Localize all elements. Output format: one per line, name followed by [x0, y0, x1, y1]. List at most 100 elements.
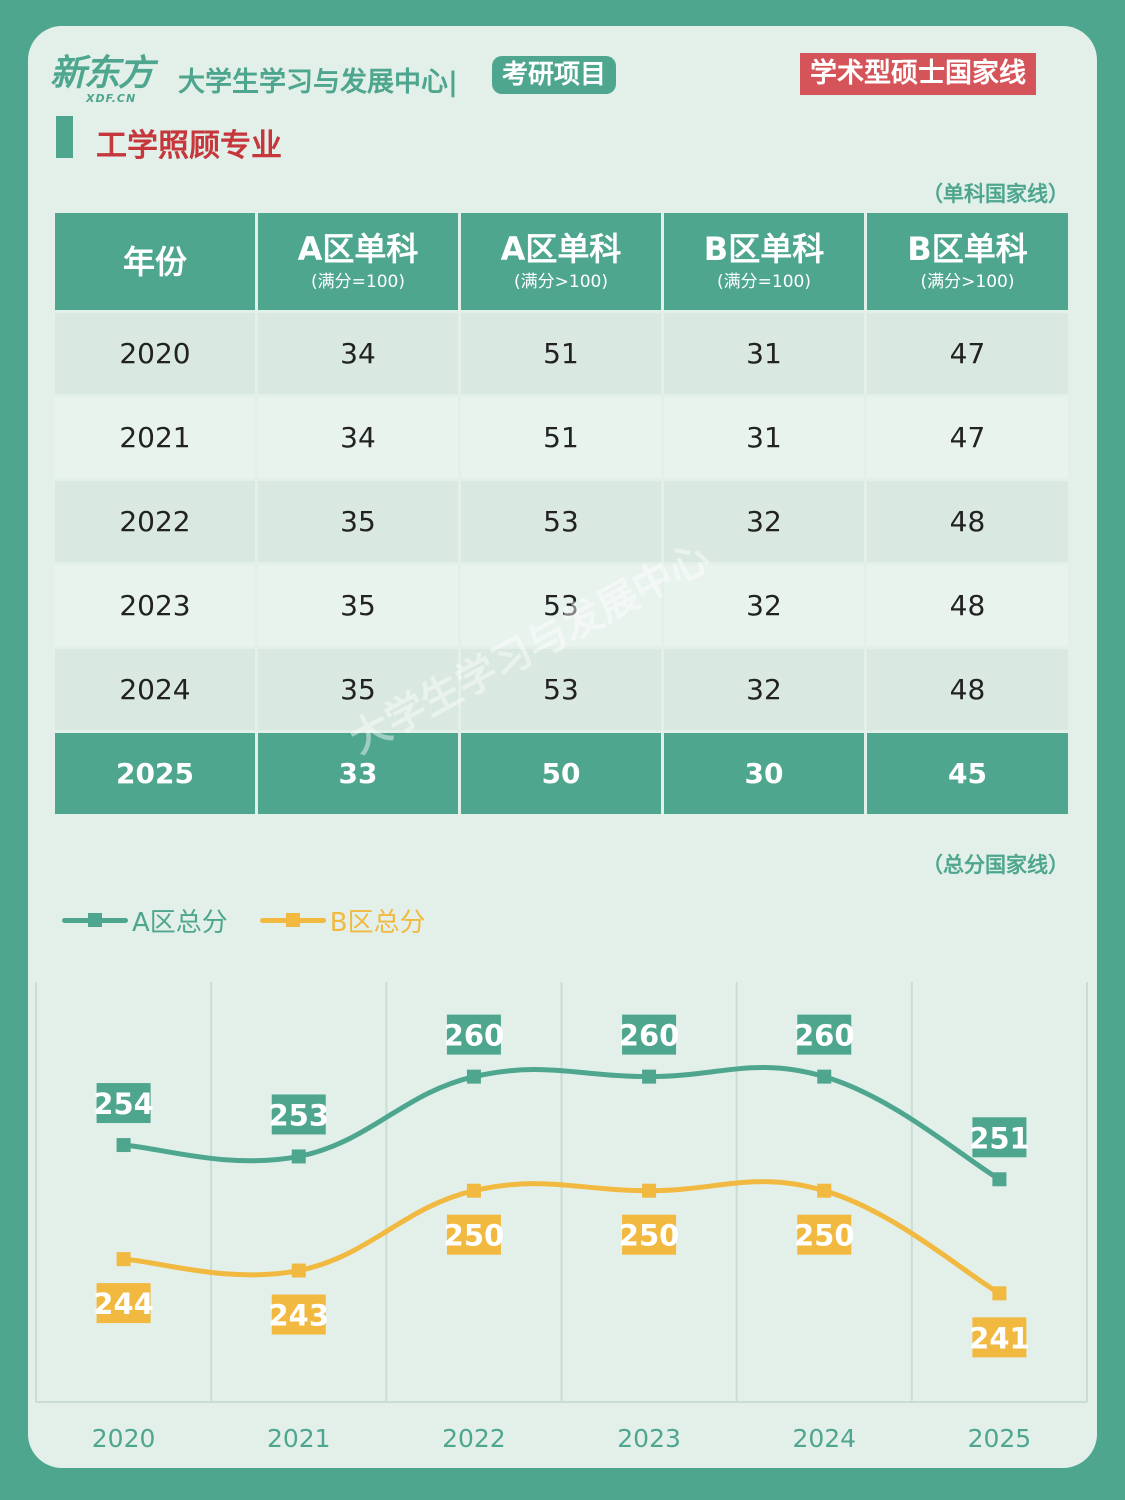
table-cell: 48	[867, 649, 1068, 730]
data-label-box	[972, 1117, 1027, 1158]
table-header-cell: B区单科 (满分=100)	[664, 213, 864, 310]
data-point-marker	[116, 1252, 131, 1267]
table-header-cell: 年份	[55, 213, 255, 310]
data-label: 250	[619, 1219, 680, 1253]
data-point-marker	[466, 1183, 481, 1198]
project-badge: 考研项目	[492, 56, 617, 94]
data-label: 251	[969, 1121, 1030, 1155]
legend-item: A区总分	[62, 902, 228, 939]
data-point-marker	[992, 1286, 1007, 1301]
header-label: 年份	[122, 242, 187, 281]
table-cell: 53	[461, 565, 661, 646]
table-note: （单科国家线）	[922, 182, 1069, 206]
data-point-marker	[291, 1263, 306, 1278]
table-cell: 32	[664, 565, 864, 646]
legend-item: B区总分	[259, 902, 426, 939]
header-sublabel: (满分>100)	[920, 271, 1015, 292]
table-row: 2025 33 50 30 45	[55, 733, 1068, 814]
table-cell: 30	[664, 733, 864, 814]
xdf-logo: 新东方 XDF.CN	[50, 53, 160, 106]
table-cell: 35	[258, 565, 458, 646]
table-cell: 47	[867, 313, 1068, 394]
table-cell: 31	[664, 313, 864, 394]
data-point-marker	[642, 1069, 657, 1084]
table-cell: 50	[461, 733, 661, 814]
table-cell: 2023	[55, 565, 255, 646]
table-cell: 2025	[55, 733, 255, 814]
data-label-box	[96, 1083, 151, 1124]
logo-text: 新东方	[50, 53, 154, 94]
subject-marker	[56, 116, 73, 158]
data-point-marker	[642, 1183, 657, 1198]
legend-label: A区总分	[132, 908, 228, 938]
data-label: 260	[444, 1019, 505, 1053]
data-label-box	[797, 1014, 852, 1055]
table-cell: 33	[258, 733, 458, 814]
logo-subtext: XDF.CN	[86, 92, 137, 105]
table-cell: 31	[664, 397, 864, 478]
table-cell: 47	[867, 397, 1068, 478]
header-sublabel: (满分>100)	[514, 271, 608, 292]
x-tick-label: 2025	[968, 1424, 1032, 1453]
table-cell: 2022	[55, 481, 255, 562]
header-label: A区单科	[500, 229, 622, 268]
table-header-cell: A区单科 (满分>100)	[461, 213, 661, 310]
data-point-marker	[466, 1069, 481, 1084]
data-point-marker	[817, 1069, 832, 1084]
x-tick-label: 2022	[442, 1424, 506, 1453]
data-label-box	[446, 1214, 501, 1255]
data-label-box	[797, 1214, 852, 1255]
data-label-box	[271, 1094, 326, 1135]
data-point-marker	[817, 1183, 832, 1198]
data-label: 250	[444, 1219, 505, 1253]
x-tick-label: 2023	[617, 1424, 681, 1453]
legend-label: B区总分	[329, 908, 426, 938]
table-cell: 45	[867, 733, 1068, 814]
table-cell: 2021	[55, 397, 255, 478]
table-cell: 32	[664, 649, 864, 730]
data-label: 241	[969, 1321, 1030, 1355]
table-row: 2021 34 51 31 47	[55, 397, 1068, 478]
subject-title: 工学照顾专业	[96, 128, 282, 164]
x-tick-label: 2020	[92, 1424, 156, 1453]
table-cell: 35	[258, 481, 458, 562]
table-row: 2022 35 53 32 48	[55, 481, 1068, 562]
x-tick-label: 2021	[267, 1424, 331, 1453]
data-point-marker	[291, 1149, 306, 1164]
chart-legend: A区总分 B区总分	[62, 902, 458, 939]
table-cell: 32	[664, 481, 864, 562]
data-label: 253	[268, 1098, 329, 1132]
header-sublabel: (满分=100)	[311, 271, 405, 292]
data-label-box	[622, 1214, 677, 1255]
data-label: 244	[93, 1287, 154, 1321]
data-label-box	[96, 1283, 151, 1324]
table-cell: 34	[258, 397, 458, 478]
total-score-line-chart: 2020 2021 2022 2023 2024 2025 254 253 260 260 260 2…	[35, 982, 1088, 1453]
data-point-marker	[992, 1172, 1007, 1187]
table-cell: 2024	[55, 649, 255, 730]
data-label: 250	[794, 1219, 855, 1253]
table-cell: 51	[461, 397, 661, 478]
table-cell: 48	[867, 565, 1068, 646]
table-cell: 51	[461, 313, 661, 394]
table-header-cell: B区单科 (满分>100)	[867, 213, 1068, 310]
data-label: 260	[619, 1019, 680, 1053]
data-label-box	[271, 1294, 326, 1335]
data-label-box	[446, 1014, 501, 1055]
chart-note: （总分国家线）	[922, 853, 1069, 877]
table-header-row: 年份 A区单科 (满分=100) A区单科 (满分>100) B区单科 (满分=100) B区…	[55, 213, 1068, 310]
table-row: 2020 34 51 31 47	[55, 313, 1068, 394]
table-cell: 2020	[55, 313, 255, 394]
data-label: 260	[794, 1019, 855, 1053]
data-label: 254	[93, 1087, 154, 1121]
poster-card: 新东方 XDF.CN 大学生学习与发展中心| 考研项目 学术型硕士国家线 工学照…	[28, 26, 1097, 1468]
header-label: B区单科	[907, 229, 1028, 268]
table-header-cell: A区单科 (满分=100)	[258, 213, 458, 310]
table-cell: 35	[258, 649, 458, 730]
org-title: 大学生学习与发展中心|	[178, 67, 458, 98]
legend-line-icon	[62, 913, 128, 927]
data-label-box	[972, 1317, 1027, 1358]
data-label-box	[622, 1014, 677, 1055]
table-cell: 53	[461, 481, 661, 562]
legend-line-icon	[259, 913, 326, 927]
